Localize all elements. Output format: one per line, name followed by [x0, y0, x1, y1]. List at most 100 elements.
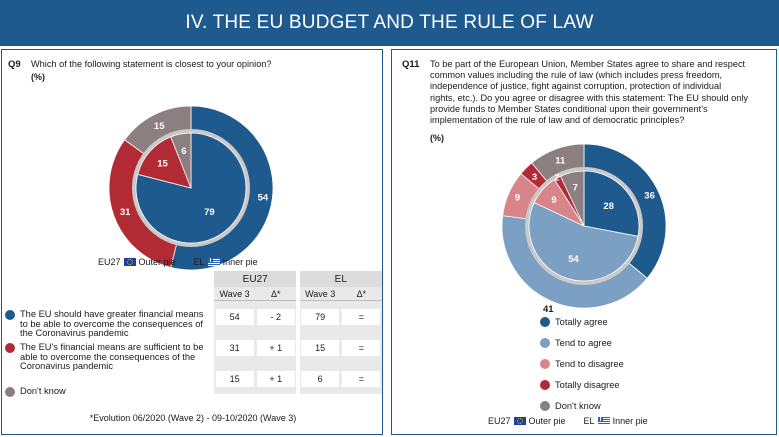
legend-label: Totally disagree: [555, 380, 620, 390]
legend-dot-icon: [540, 380, 550, 390]
table-group-eu27: EU27: [214, 271, 297, 287]
eu-flag-icon: [123, 258, 136, 266]
legend-label: Don't know: [20, 386, 66, 396]
table-row: 54 - 2 79 =: [214, 301, 382, 332]
cell-eu-delta: - 2: [256, 308, 295, 325]
q11-legend-inner-label: EL: [583, 416, 595, 426]
q11-question-line: provide funds to Member States condition…: [430, 103, 708, 114]
cell-eu-wave: 54: [215, 308, 254, 325]
legend-label: Tend to disagree: [555, 359, 624, 369]
q11-legend-item-totally-disagree: Totally disagree: [540, 380, 620, 390]
q9-legend-inner-text: Inner pie: [222, 257, 258, 267]
cell-eu-delta: + 1: [256, 370, 295, 387]
legend-label: Totally agree: [555, 317, 608, 327]
q11-inner-label: 2: [554, 172, 559, 183]
table-header-wave-eu: Wave 3: [214, 287, 256, 301]
cell-el-delta: =: [342, 370, 381, 387]
q11-inner-label: 54: [568, 254, 579, 265]
q11-legend-outer-text: Outer pie: [528, 416, 566, 426]
cell-eu-wave: 15: [215, 370, 254, 387]
table-row: 31 + 1 15 =: [214, 332, 382, 363]
legend-dot-icon: [5, 310, 15, 320]
q11-inner-slice: [560, 170, 585, 227]
legend-dot-icon: [5, 343, 15, 353]
q11-panel: Q11 To be part of the European Union, Me…: [391, 49, 777, 435]
table-header-delta-el: Δ*: [340, 287, 382, 301]
cell-el-wave: 79: [301, 308, 340, 325]
q11-inner-slice: [528, 202, 639, 282]
q11-legend-item-tend-to-agree: Tend to agree: [540, 338, 612, 348]
q9-legend-item-more-means: The EU should have greater financial mea…: [5, 309, 210, 339]
table-header-wave-el: Wave 3: [299, 287, 341, 301]
q11-inner-slice: [583, 170, 640, 237]
q11-outer-label: 36: [644, 191, 655, 202]
q11-separator-ring: [525, 167, 643, 285]
table-row: 15 + 1 6 =: [214, 363, 382, 394]
legend-label: Don't know: [555, 401, 601, 411]
table-group-el: EL: [299, 271, 382, 287]
q11-outer-label: 9: [515, 193, 520, 204]
q11-pie-legend: EU27 Outer pie EL Inner pie: [488, 416, 648, 426]
q11-inner-label: 7: [573, 182, 578, 193]
q11-outer-label: 3: [532, 172, 537, 183]
q11-question-line: independence of justice, fight against c…: [430, 81, 722, 92]
page-title: IV. THE EU BUDGET AND THE RULE OF LAW: [0, 0, 779, 46]
q9-legend-outer-text: Outer pie: [138, 257, 176, 267]
q11-legend-outer-label: EU27: [488, 416, 511, 426]
cell-el-wave: 6: [301, 370, 340, 387]
legend-dot-icon: [540, 401, 550, 411]
q9-evolution-table: EU27 EL Wave 3 Δ* Wave 3 Δ* 54 - 2 79 = …: [214, 271, 382, 394]
legend-label: The EU's financial means are sufficient …: [20, 342, 204, 372]
q11-legend-item-totally-agree: Totally agree: [540, 317, 608, 327]
q9-inner-slice: [170, 132, 192, 189]
legend-dot-icon: [540, 338, 550, 348]
q11-question-line: common values including the rule of law …: [430, 70, 723, 81]
q9-pie-chart: 54 31 15 79 15 6: [108, 105, 274, 271]
q11-inner-label: 9: [551, 195, 556, 206]
legend-label: Tend to agree: [555, 338, 612, 348]
q11-number: Q11: [402, 59, 420, 70]
legend-dot-icon: [540, 317, 550, 327]
q9-separator-ring: [132, 129, 250, 247]
q11-legend-item-tend-to-disagree: Tend to disagree: [540, 359, 624, 369]
q11-unit: (%): [430, 133, 444, 143]
q11-question-line: To be part of the European Union, Member…: [430, 59, 746, 69]
q11-question-line: rights, etc.). Do you agree or disagree …: [430, 92, 748, 103]
cell-el-delta: =: [342, 308, 381, 325]
q9-inner-label: 15: [157, 158, 168, 169]
q11-legend-inner-text: Inner pie: [612, 416, 648, 426]
q9-outer-label: 31: [120, 207, 131, 218]
q11-outer-label: 11: [555, 156, 566, 167]
q9-inner-label: 6: [181, 146, 186, 157]
q9-outer-label: 15: [154, 121, 165, 132]
eu-flag-icon: [513, 417, 526, 425]
q9-legend-inner-label: EL: [193, 257, 205, 267]
q9-outer-label: 54: [258, 193, 269, 204]
q9-legend-item-sufficient: The EU's financial means are sufficient …: [5, 342, 210, 372]
q9-legend-item-dont-know: Don't know: [5, 386, 210, 397]
greece-flag-icon: [207, 258, 220, 266]
q9-question: Which of the following statement is clos…: [31, 59, 272, 69]
q9-unit: (%): [31, 72, 45, 82]
cell-el-delta: =: [342, 339, 381, 356]
legend-dot-icon: [540, 359, 550, 369]
greece-flag-icon: [597, 417, 610, 425]
q9-panel: Q9 Which of the following statement is c…: [1, 49, 383, 435]
q11-legend-item-dont-know: Don't know: [540, 401, 601, 411]
cell-eu-wave: 31: [215, 339, 254, 356]
table-header-delta-eu: Δ*: [255, 287, 297, 301]
q11-question: To be part of the European Union, Member…: [430, 59, 775, 126]
q11-pie-chart: 36 41 9 3 11 28 54 9 2 7: [501, 143, 667, 313]
q9-inner-label: 79: [204, 207, 215, 218]
q9-legend-outer-label: EU27: [98, 257, 121, 267]
q11-inner-label: 28: [603, 201, 614, 212]
q9-pie-legend: EU27 Outer pie EL Inner pie: [98, 257, 258, 267]
q11-question-line: implementation of the rule of law and of…: [430, 115, 685, 126]
q9-inner-slice: [137, 136, 192, 189]
q9-footnote: *Evolution 06/2020 (Wave 2) - 09-10/2020…: [89, 413, 297, 423]
cell-eu-delta: + 1: [256, 339, 295, 356]
cell-el-wave: 15: [301, 339, 340, 356]
legend-label: The EU should have greater financial mea…: [20, 309, 204, 339]
q11-outer-label: 41: [543, 304, 554, 313]
q9-number: Q9: [8, 59, 21, 70]
